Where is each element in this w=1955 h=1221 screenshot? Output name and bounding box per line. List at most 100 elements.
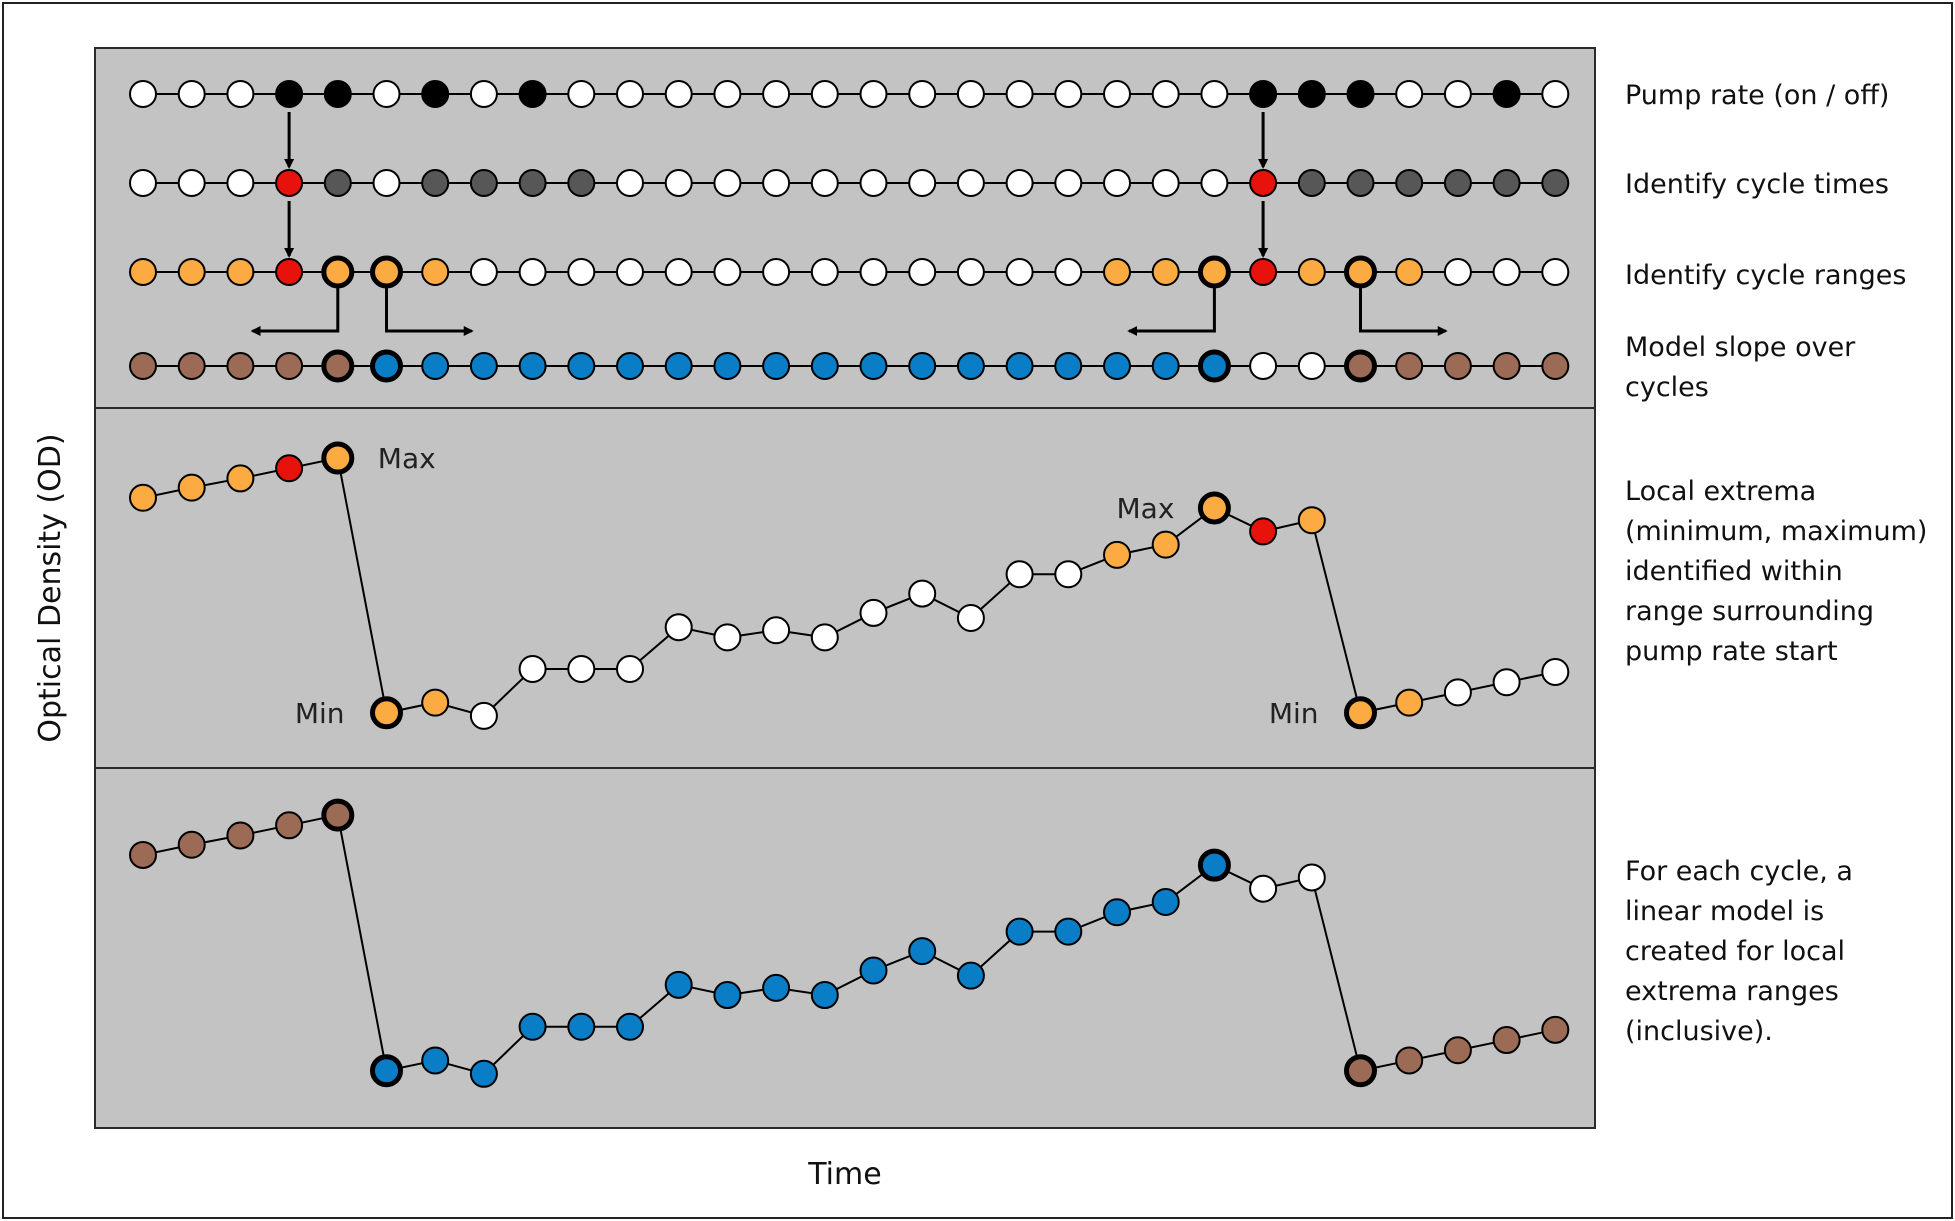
row-model-slope-point xyxy=(518,352,547,380)
od-point-model xyxy=(1249,874,1278,903)
row-pump-point xyxy=(859,80,888,108)
row-pump-point xyxy=(1249,80,1278,108)
row-cycle-ranges-point xyxy=(1443,258,1472,286)
row-cycle-times-point xyxy=(713,169,742,197)
od-point-extrema xyxy=(1297,506,1326,535)
od-point-extrema xyxy=(226,464,255,493)
od-point-extrema xyxy=(321,441,355,475)
od-point-model xyxy=(421,1046,450,1075)
row-cycle-times-point xyxy=(1541,169,1570,197)
row-model-slope-point xyxy=(810,352,839,380)
od-point-extrema xyxy=(421,688,450,717)
od-point-model xyxy=(616,1012,644,1041)
row-cycle-ranges-point xyxy=(1344,255,1377,289)
step-label-cycle-ranges: Identify cycle ranges xyxy=(1625,260,1906,291)
row-cycle-ranges-point xyxy=(1103,258,1131,286)
od-point-extrema xyxy=(713,623,742,652)
row-model-slope-point xyxy=(1297,352,1326,380)
od-line-model xyxy=(142,813,1556,1075)
row-cycle-times-point xyxy=(810,169,839,197)
row-model-slope-point xyxy=(1005,352,1034,380)
row-model-slope-point xyxy=(664,352,693,380)
row-model-slope-point xyxy=(1541,352,1570,380)
od-point-extrema xyxy=(616,654,644,683)
od-point-extrema xyxy=(1492,668,1521,697)
od-point-extrema xyxy=(567,654,596,683)
y-axis-label: Optical Density (OD) xyxy=(33,433,68,742)
row-pump-point xyxy=(129,80,157,108)
row-cycle-ranges-point xyxy=(616,258,644,286)
extremum-label-min: Min xyxy=(1269,697,1319,730)
panel-extrema-description: Local extrema (minimum, maximum) identifie… xyxy=(1625,476,1927,667)
row-cycle-times-point xyxy=(1005,169,1034,197)
od-point-model xyxy=(177,830,206,859)
row-pump-point xyxy=(1443,80,1472,108)
row-cycle-times-point xyxy=(1443,169,1472,197)
row-cycle-times-point xyxy=(908,169,937,197)
row-cycle-ranges-point xyxy=(1005,258,1034,286)
row-pump-point xyxy=(469,80,498,108)
od-point-extrema xyxy=(859,598,888,627)
row-model-slope-point xyxy=(713,352,742,380)
row-model-slope-point xyxy=(129,352,157,380)
od-point-extrema xyxy=(1541,658,1570,687)
od-point-model xyxy=(1197,848,1231,882)
row-cycle-times-point xyxy=(323,169,352,197)
od-point-extrema xyxy=(129,483,157,512)
od-point-model xyxy=(810,981,839,1010)
od-point-extrema xyxy=(956,604,985,633)
row-cycle-ranges-point xyxy=(1492,258,1521,286)
row-pump-point xyxy=(908,80,937,108)
x-axis-label: Time xyxy=(807,1157,881,1192)
row-model-slope-point xyxy=(859,352,888,380)
row-cycle-ranges-point xyxy=(370,255,403,289)
row-cycle-times-point xyxy=(518,169,547,197)
od-point-model xyxy=(956,961,985,990)
row-cycle-times-point xyxy=(762,169,791,197)
row-cycle-ranges-point xyxy=(908,258,937,286)
row-cycle-times-point xyxy=(1103,169,1131,197)
row-pump-point xyxy=(956,80,985,108)
row-model-slope-point xyxy=(1344,349,1377,383)
od-point-model xyxy=(321,798,355,832)
od-line-extrema xyxy=(142,456,1556,717)
row-cycle-ranges-point xyxy=(859,258,888,286)
od-point-model xyxy=(1344,1054,1377,1088)
extremum-label-max: Max xyxy=(1117,492,1175,525)
row-model-slope-point xyxy=(177,352,206,380)
row-cycle-ranges-point xyxy=(567,258,596,286)
row-model-slope-point xyxy=(1103,352,1131,380)
range-left-arrow xyxy=(250,288,340,336)
row-cycle-ranges-point xyxy=(129,258,157,286)
row-model-slope-point xyxy=(956,352,985,380)
od-point-model xyxy=(226,821,255,850)
row-pump-point xyxy=(1541,80,1570,108)
row-cycle-ranges-point xyxy=(469,258,498,286)
row-cycle-ranges-point xyxy=(810,258,839,286)
row-cycle-times-point xyxy=(1346,169,1375,197)
row-cycle-times-point xyxy=(1054,169,1083,197)
row-model-slope-point xyxy=(567,352,596,380)
od-point-model xyxy=(664,970,693,999)
panel-model-description: For each cycle, a linear model is created … xyxy=(1625,856,1853,1047)
od-point-model xyxy=(1103,898,1131,927)
row-model-slope-point xyxy=(321,349,355,383)
row-cycle-times-point xyxy=(1200,169,1229,197)
row-cycle-times-point xyxy=(469,169,498,197)
row-cycle-ranges-point xyxy=(1541,258,1570,286)
row-pump-point xyxy=(177,80,206,108)
od-point-extrema xyxy=(469,701,498,730)
step-label-cycle-times: Identify cycle times xyxy=(1625,169,1889,200)
row-model-slope-point xyxy=(469,352,498,380)
row-cycle-times-point xyxy=(1297,169,1326,197)
row-cycle-ranges-point xyxy=(1197,255,1231,289)
row-cycle-ranges-point xyxy=(177,258,206,286)
row-pump-point xyxy=(1054,80,1083,108)
row-pump-point xyxy=(567,80,596,108)
row-cycle-ranges-point xyxy=(956,258,985,286)
row-model-slope-point xyxy=(275,352,304,380)
od-point-model xyxy=(1297,863,1326,892)
od-point-extrema xyxy=(1151,530,1180,559)
row-cycle-ranges-point xyxy=(1249,258,1278,286)
row-cycle-ranges-point xyxy=(762,258,791,286)
